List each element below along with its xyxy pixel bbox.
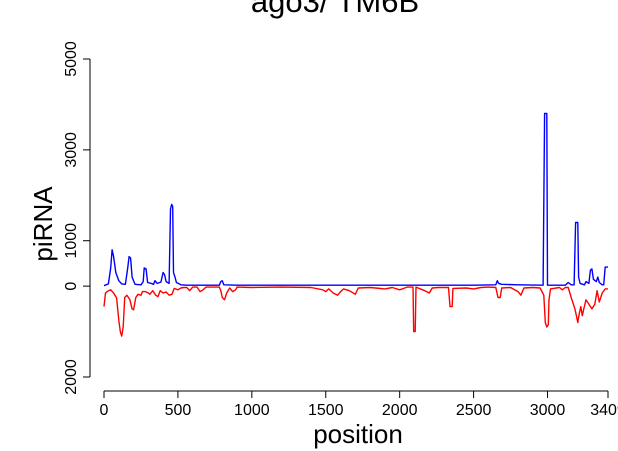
plot-series xyxy=(103,112,608,337)
y-tick-label: 0 xyxy=(63,282,80,291)
y-tick-label: 3000 xyxy=(63,132,80,168)
x-axis-label: position xyxy=(313,419,403,449)
series-line-0 xyxy=(103,112,608,287)
x-tick-label: 1000 xyxy=(234,402,270,419)
y-tick-label: 1000 xyxy=(63,223,80,259)
x-tick-label: 0 xyxy=(100,402,109,419)
x-tick-label: 500 xyxy=(165,402,192,419)
x-tick-label: 3409 xyxy=(590,402,618,419)
x-tick-label: 2000 xyxy=(382,402,418,419)
y-axis: 5000 3000 1000 0 2000 xyxy=(63,41,91,395)
x-tick-label: 3000 xyxy=(530,402,566,419)
y-axis-label: piRNA xyxy=(28,186,58,262)
y-tick-label: 2000 xyxy=(63,359,80,395)
y-tick-label: 5000 xyxy=(63,41,80,77)
x-axis: 0 500 1000 1500 2000 2500 3000 3409 xyxy=(100,390,618,419)
series-line-1 xyxy=(103,286,608,337)
x-tick-label: 1500 xyxy=(308,402,344,419)
x-tick-label: 2500 xyxy=(456,402,492,419)
chart-title: ago3/ TM6B xyxy=(251,0,419,19)
